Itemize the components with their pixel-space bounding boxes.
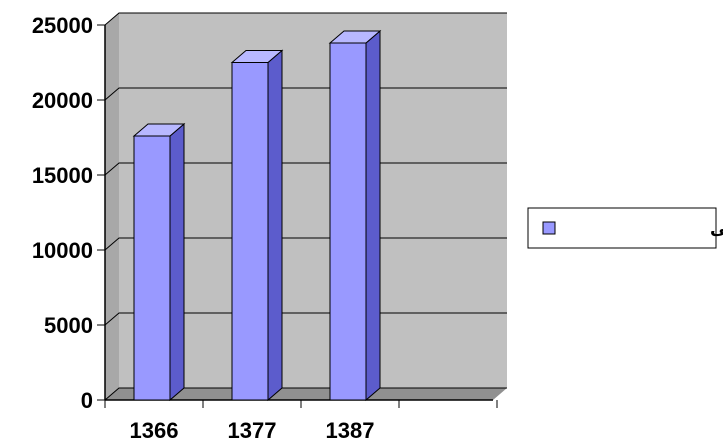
y-tick-label: 25000 — [32, 13, 93, 38]
bar-side — [169, 122, 185, 402]
bar-front — [329, 42, 367, 401]
bar-front — [231, 62, 269, 401]
y-axis-tick-labels: 0 5000 10000 15000 20000 25000 — [32, 13, 93, 413]
bar — [328, 29, 382, 402]
y-tick-label: 0 — [81, 388, 93, 413]
legend: تعداد واحد دامی — [527, 207, 723, 249]
legend-label: تعداد واحد دامی — [710, 219, 723, 239]
bar-front — [133, 135, 171, 401]
bar — [132, 122, 186, 402]
x-tick-label: 1387 — [326, 418, 375, 443]
bar-side — [267, 49, 283, 402]
gridline — [104, 12, 507, 26]
y-tick-label: 20000 — [32, 88, 93, 113]
bar-top — [230, 50, 284, 63]
legend-swatch — [542, 221, 556, 235]
bar — [230, 49, 284, 402]
legend-box — [527, 207, 717, 249]
plot-floor — [105, 388, 507, 400]
y-tick-label: 5000 — [44, 313, 93, 338]
x-axis-tick-labels: 1366 1377 1387 — [130, 418, 375, 443]
bar-top — [328, 30, 382, 44]
bar-side — [365, 29, 381, 402]
x-tick-label: 1377 — [228, 418, 277, 443]
plot-side-wall — [105, 13, 119, 400]
bar-top — [132, 123, 186, 137]
bars — [132, 29, 382, 402]
x-tick-label: 1366 — [130, 418, 179, 443]
y-tick-label: 10000 — [32, 238, 93, 263]
y-tick-label: 15000 — [32, 163, 93, 188]
